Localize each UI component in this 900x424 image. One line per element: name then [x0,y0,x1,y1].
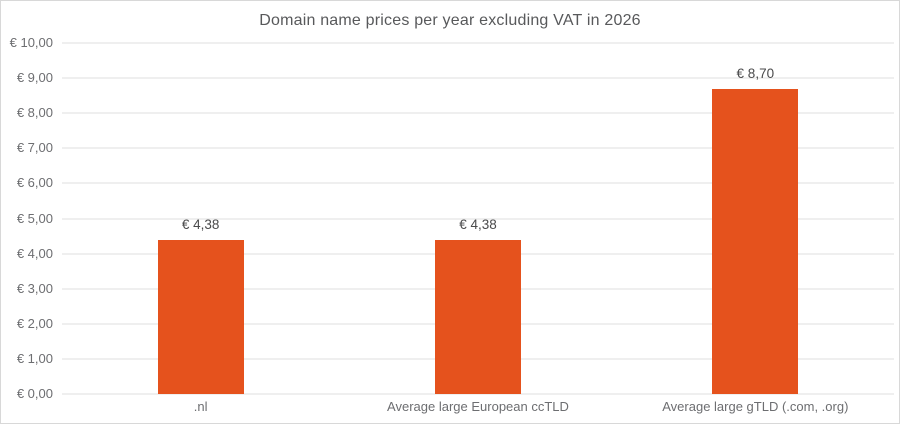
gridline [62,42,894,44]
y-axis-tick-label: € 0,00 [16,386,53,401]
y-axis-tick-label: € 5,00 [16,210,53,226]
x-axis-category-label: Average large European ccTLD [387,399,569,414]
y-axis-tick-label: € 3,00 [16,280,53,296]
bar-value-label: € 4,38 [459,217,497,233]
gridline [62,147,894,150]
x-axis-category-label: .nl [193,399,208,414]
gridline [62,112,894,115]
y-axis-tick-label: € 8,00 [16,105,53,121]
chart-title: Domain name prices per year excluding VA… [259,12,641,29]
bar-value-label: € 4,38 [181,217,220,233]
y-axis-tick-label: € 2,00 [16,315,53,331]
y-axis-tick-label: € 10,00 [9,35,53,50]
gridline [62,182,894,185]
gridline [62,393,894,395]
y-axis-tick-label: € 4,00 [16,245,53,261]
y-axis-tick-label: € 1,00 [16,350,53,366]
y-axis-tick-label: € 9,00 [16,70,53,86]
bar [712,88,799,394]
x-axis-category-label: Average large gTLD (.com, .org) [662,399,849,414]
bar-value-label: € 8,70 [736,65,775,81]
bar [157,240,244,394]
y-axis-tick-label: € 7,00 [16,140,53,156]
bar [435,240,521,394]
y-axis-tick-label: € 6,00 [16,175,53,191]
gridline [62,217,894,220]
gridline [62,77,894,80]
